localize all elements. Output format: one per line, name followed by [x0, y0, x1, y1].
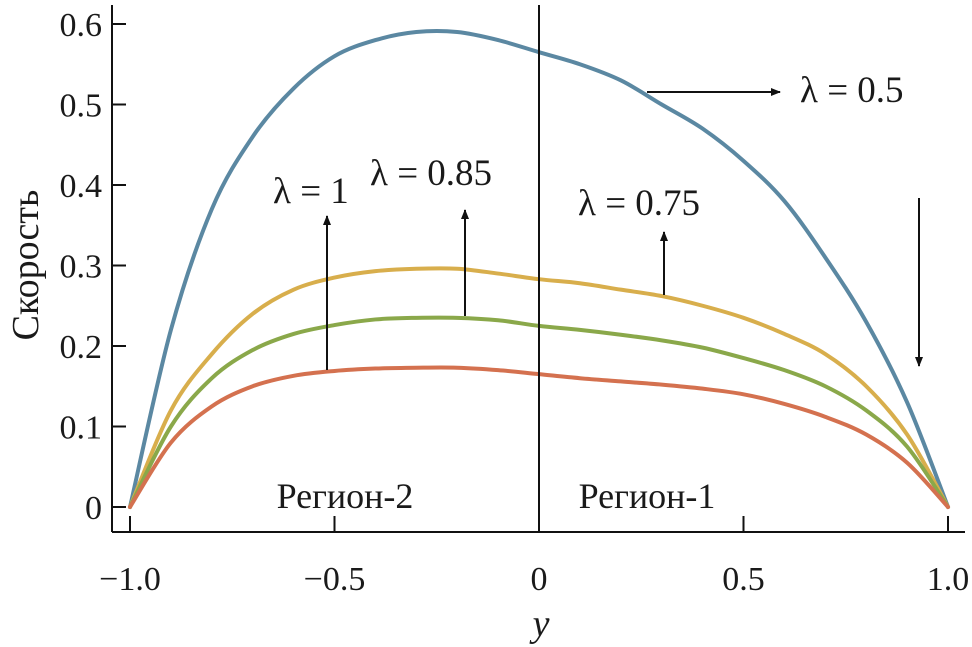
label-lambda-085: λ = 0.85: [370, 153, 492, 194]
label-region-1: Регион-1: [579, 476, 716, 516]
x-tick-label: 1.0: [927, 561, 970, 598]
axes: 0 0.1 0.2 0.3 0.4 0.5 0.6 −1.0 −0.5 0 0.5 1.0: [60, 5, 970, 598]
label-lambda-075: λ = 0.75: [578, 183, 700, 224]
annotation-arrows: [323, 88, 923, 370]
y-tick-label: 0.2: [60, 329, 103, 366]
y-tick-label: 0.3: [60, 249, 103, 286]
y-tick-label: 0.1: [60, 410, 103, 447]
x-tick-label: 0.5: [722, 561, 765, 598]
label-region-2: Регион-2: [277, 476, 414, 516]
y-tick-label: 0.6: [60, 7, 103, 44]
label-lambda-05: λ = 0.5: [800, 70, 904, 111]
y-tick-label: 0.5: [60, 88, 103, 125]
x-tick-label: −0.5: [304, 561, 366, 598]
label-lambda-1: λ = 1: [273, 171, 349, 212]
y-tick-label: 0.4: [60, 168, 103, 205]
y-axis-label: Скорость: [5, 190, 47, 341]
series-line-0: [128, 29, 950, 509]
y-tick-label: 0: [85, 490, 102, 527]
x-axis-label: y: [529, 603, 550, 645]
x-tick-label: 0: [531, 561, 548, 598]
x-tick-label: −1.0: [99, 561, 161, 598]
